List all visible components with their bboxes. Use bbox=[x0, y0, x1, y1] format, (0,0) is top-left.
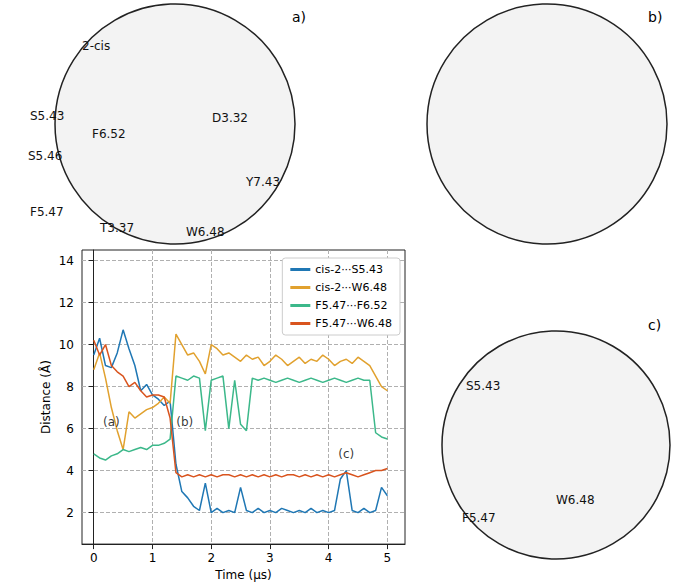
svg-text:T3.37: T3.37 bbox=[99, 221, 134, 235]
svg-text:8: 8 bbox=[66, 380, 74, 394]
svg-text:0: 0 bbox=[90, 551, 98, 565]
svg-text:W6.48: W6.48 bbox=[556, 493, 595, 507]
svg-text:a): a) bbox=[292, 9, 306, 25]
svg-text:S5.43: S5.43 bbox=[466, 379, 500, 393]
svg-text:Distance (Å): Distance (Å) bbox=[38, 360, 53, 434]
svg-text:4: 4 bbox=[325, 551, 333, 565]
svg-text:1: 1 bbox=[149, 551, 157, 565]
svg-text:F5.47: F5.47 bbox=[462, 511, 496, 525]
svg-text:4: 4 bbox=[66, 464, 74, 478]
svg-text:S5.43: S5.43 bbox=[30, 109, 64, 123]
svg-text:(a): (a) bbox=[103, 415, 120, 429]
svg-text:S5.46: S5.46 bbox=[28, 149, 62, 163]
svg-text:cis-2···S5.43: cis-2···S5.43 bbox=[315, 263, 383, 276]
svg-text:D3.32: D3.32 bbox=[212, 111, 248, 125]
svg-text:3: 3 bbox=[266, 551, 274, 565]
svg-text:10: 10 bbox=[59, 338, 74, 352]
svg-text:F5.47: F5.47 bbox=[30, 205, 64, 219]
svg-text:cis-2···W6.48: cis-2···W6.48 bbox=[315, 281, 387, 294]
svg-text:Time (μs): Time (μs) bbox=[214, 568, 271, 582]
svg-text:(c): (c) bbox=[338, 447, 354, 461]
svg-text:(b): (b) bbox=[176, 415, 193, 429]
svg-text:14: 14 bbox=[59, 254, 74, 268]
svg-text:Y7.43: Y7.43 bbox=[245, 175, 280, 189]
svg-text:c): c) bbox=[648, 317, 661, 333]
svg-text:6: 6 bbox=[66, 422, 74, 436]
svg-text:F5.47···W6.48: F5.47···W6.48 bbox=[315, 317, 392, 330]
svg-text:W6.48: W6.48 bbox=[186, 225, 225, 239]
svg-text:12: 12 bbox=[59, 296, 74, 310]
svg-text:F6.52: F6.52 bbox=[92, 127, 126, 141]
svg-text:F5.47···F6.52: F5.47···F6.52 bbox=[315, 299, 387, 312]
svg-text:5: 5 bbox=[384, 551, 392, 565]
svg-text:2-cis: 2-cis bbox=[82, 39, 110, 53]
svg-text:2: 2 bbox=[207, 551, 215, 565]
svg-text:2: 2 bbox=[66, 506, 74, 520]
svg-text:b): b) bbox=[648, 9, 662, 25]
